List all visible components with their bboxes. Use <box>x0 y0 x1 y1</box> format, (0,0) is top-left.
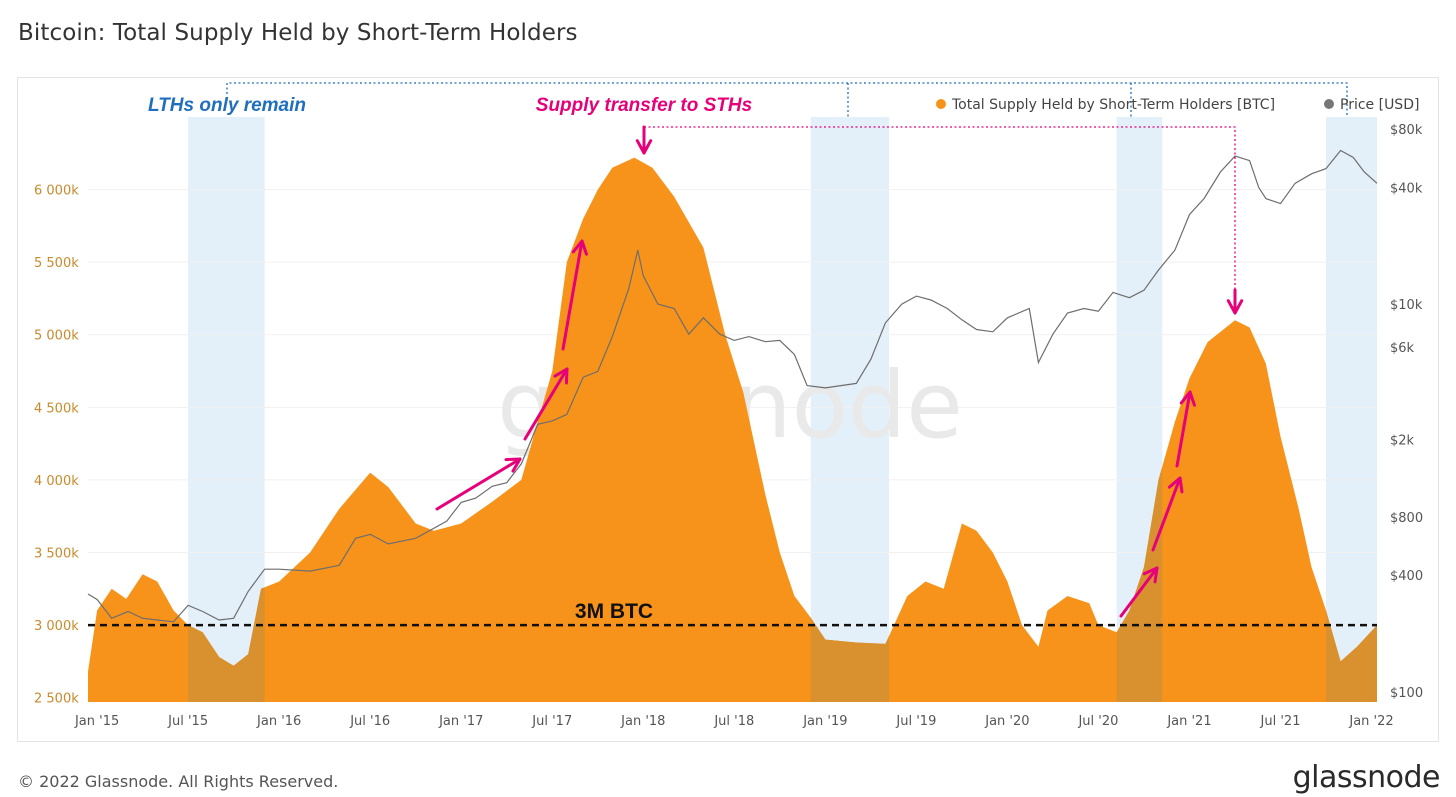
y-axis-left-ticks: 2 500k 3 000k 3 500k 4 000k 4 500k 5 000k 5 50… <box>34 184 79 707</box>
y-right-tick-label: $6k <box>1390 341 1415 356</box>
y-left-tick-label: 2 500k <box>34 692 79 707</box>
arrow-head <box>1142 566 1159 584</box>
y-left-tick-label: 6 000k <box>34 184 79 199</box>
copyright-notice: © 2022 Glassnode. All Rights Reserved. <box>18 772 339 791</box>
legend: Total Supply Held by Short-Term Holders … <box>936 97 1419 113</box>
x-axis-ticks: Jan '15 Jul '15 Jan '16 Jul '16 Jan '17 Jul '… <box>74 714 1394 729</box>
arrow-shaft <box>435 457 522 511</box>
y-left-tick-label: 3 500k <box>34 546 79 561</box>
x-tick-label: Jul '20 <box>1077 714 1118 729</box>
shaded-regions <box>188 117 1377 702</box>
y-left-tick-label: 5 000k <box>34 329 79 344</box>
arrow-up <box>523 367 569 441</box>
y-left-tick-label: 4 000k <box>34 474 79 489</box>
x-tick-label: Jan '18 <box>620 714 665 729</box>
y-right-tick-label: $10k <box>1390 298 1423 313</box>
trend-arrows <box>435 125 1244 618</box>
x-tick-label: Jan '15 <box>74 714 119 729</box>
annotation-connector-pink <box>644 126 1236 300</box>
sth-supply-area <box>88 157 1377 703</box>
arrow-shaft <box>1175 390 1192 468</box>
arrow-shaft <box>1119 566 1159 618</box>
arrow-shaft <box>1151 476 1182 552</box>
y-left-tick-label: 5 500k <box>34 256 79 271</box>
x-tick-label: Jan '22 <box>1348 714 1393 729</box>
arrow-head <box>1226 299 1244 315</box>
x-tick-label: Jul '19 <box>895 714 936 729</box>
arrow-head <box>1167 476 1184 494</box>
arrow-up <box>1175 390 1196 468</box>
chart-frame <box>17 77 1439 742</box>
annotation-lines <box>226 82 1348 300</box>
annotation-lths-only-remain: LTHs only remain <box>148 95 306 116</box>
arrow-up <box>1151 476 1184 552</box>
x-tick-label: Jul '18 <box>713 714 754 729</box>
y-right-tick-label: $2k <box>1390 434 1415 449</box>
annotation-supply-transfer: Supply transfer to STHs <box>536 95 752 116</box>
legend-label-price: Price [USD] <box>1340 97 1419 113</box>
arrow-up <box>435 457 522 511</box>
glassnode-logo: glassnode <box>1292 760 1441 795</box>
arrow-shaft <box>561 239 584 351</box>
shaded-region <box>810 117 890 702</box>
x-tick-label: Jan '20 <box>984 714 1029 729</box>
arrow-head <box>571 239 588 256</box>
arrow-head <box>1179 390 1196 407</box>
y-right-tick-label: $80k <box>1390 123 1423 138</box>
arrow-shaft <box>523 367 569 441</box>
x-tick-label: Jan '17 <box>438 714 483 729</box>
y-right-tick-label: $800 <box>1390 511 1423 526</box>
y-right-tick-label: $40k <box>1390 181 1423 196</box>
chart-title: Bitcoin: Total Supply Held by Short-Term… <box>18 20 578 46</box>
y-left-tick-label: 4 500k <box>34 401 79 416</box>
x-tick-label: Jul '17 <box>531 714 572 729</box>
arrow-down <box>1226 288 1244 315</box>
price-line <box>87 149 1378 623</box>
reference-line-label: 3M BTC <box>575 600 653 623</box>
y-axis-right-ticks: $100 $400 $800 $2k $6k $10k $40k $80k <box>1390 123 1423 701</box>
arrow-up <box>1119 566 1159 618</box>
x-tick-label: Jan '16 <box>256 714 301 729</box>
arrow-head <box>504 457 522 473</box>
annotation-connector-blue <box>226 82 1348 117</box>
shaded-region <box>1326 117 1377 702</box>
x-tick-label: Jul '21 <box>1260 714 1301 729</box>
shaded-region <box>188 117 265 702</box>
arrow-head <box>553 367 569 385</box>
x-tick-label: Jan '19 <box>802 714 847 729</box>
legend-dot-price <box>1324 99 1334 109</box>
legend-dot-sth-supply <box>936 99 946 109</box>
arrow-head <box>635 139 653 155</box>
y-right-tick-label: $100 <box>1390 686 1423 701</box>
legend-label-sth-supply: Total Supply Held by Short-Term Holders … <box>951 97 1275 113</box>
x-tick-label: Jul '15 <box>167 714 208 729</box>
y-right-tick-label: $400 <box>1390 569 1423 584</box>
arrow-down <box>635 125 653 155</box>
x-tick-label: Jan '21 <box>1166 714 1211 729</box>
y-left-tick-label: 3 000k <box>34 619 79 634</box>
x-tick-label: Jul '16 <box>349 714 390 729</box>
arrow-up <box>561 239 588 351</box>
